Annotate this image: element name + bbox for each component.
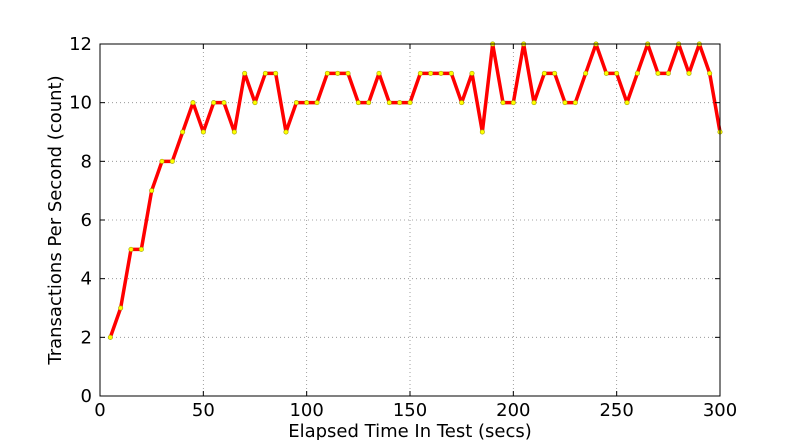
data-point xyxy=(376,70,382,76)
data-point xyxy=(231,129,237,135)
x-tick-label: 100 xyxy=(289,400,323,421)
x-tick-label: 50 xyxy=(192,400,215,421)
data-point xyxy=(304,100,310,106)
series-layer xyxy=(107,41,723,340)
data-point xyxy=(417,70,423,76)
x-tick-label: 300 xyxy=(703,400,737,421)
data-point xyxy=(469,70,475,76)
x-tick-label: 250 xyxy=(599,400,633,421)
data-point xyxy=(252,100,258,106)
y-tick-label: 0 xyxy=(81,386,92,407)
data-point xyxy=(707,70,713,76)
y-tick-labels: 0 2 4 6 8 10 12 xyxy=(69,34,92,407)
data-point xyxy=(479,129,485,135)
data-point xyxy=(190,100,196,106)
data-point xyxy=(118,305,124,311)
data-point xyxy=(242,70,248,76)
y-tick-label: 6 xyxy=(81,210,92,231)
data-point xyxy=(293,100,299,106)
data-point xyxy=(448,70,454,76)
x-axis-title: Elapsed Time In Test (secs) xyxy=(288,421,532,440)
data-point xyxy=(572,100,578,106)
data-point xyxy=(159,158,165,164)
data-point xyxy=(510,100,516,106)
data-point xyxy=(634,70,640,76)
data-point xyxy=(665,70,671,76)
data-point xyxy=(500,100,506,106)
data-point xyxy=(614,70,620,76)
data-point xyxy=(211,100,217,106)
data-point xyxy=(262,70,268,76)
data-point xyxy=(128,246,134,252)
data-point xyxy=(138,246,144,252)
tick-marks xyxy=(99,43,721,397)
data-point xyxy=(283,129,289,135)
grid-lines xyxy=(99,43,721,397)
y-tick-label: 4 xyxy=(81,269,92,290)
data-point xyxy=(180,129,186,135)
x-tick-label: 200 xyxy=(496,400,530,421)
data-point xyxy=(407,100,413,106)
x-tick-label: 0 xyxy=(94,400,105,421)
y-tick-label: 10 xyxy=(69,93,92,114)
data-point xyxy=(169,158,175,164)
data-point xyxy=(366,100,372,106)
series-line xyxy=(108,42,722,338)
data-point xyxy=(459,100,465,106)
data-point xyxy=(428,70,434,76)
data-point xyxy=(603,70,609,76)
data-point xyxy=(355,100,361,106)
data-point xyxy=(624,100,630,106)
data-point xyxy=(107,334,113,340)
y-axis-title: Transactions Per Second (count) xyxy=(45,75,66,365)
data-point xyxy=(221,100,227,106)
y-tick-label: 12 xyxy=(69,34,92,55)
data-point xyxy=(345,70,351,76)
data-point xyxy=(531,100,537,106)
data-point xyxy=(686,70,692,76)
data-point xyxy=(438,70,444,76)
data-point xyxy=(200,129,206,135)
data-point xyxy=(335,70,341,76)
data-point xyxy=(273,70,279,76)
data-point xyxy=(583,70,589,76)
data-point xyxy=(562,100,568,106)
data-point xyxy=(314,100,320,106)
y-tick-label: 8 xyxy=(81,151,92,172)
data-point xyxy=(397,100,403,106)
data-point xyxy=(149,188,155,194)
data-point xyxy=(552,70,558,76)
data-point xyxy=(386,100,392,106)
x-tick-label: 150 xyxy=(393,400,427,421)
data-point xyxy=(541,70,547,76)
data-point xyxy=(655,70,661,76)
x-tick-labels: 0 50 100 150 200 250 300 xyxy=(94,400,737,421)
y-tick-label: 2 xyxy=(81,327,92,348)
data-point xyxy=(324,70,330,76)
